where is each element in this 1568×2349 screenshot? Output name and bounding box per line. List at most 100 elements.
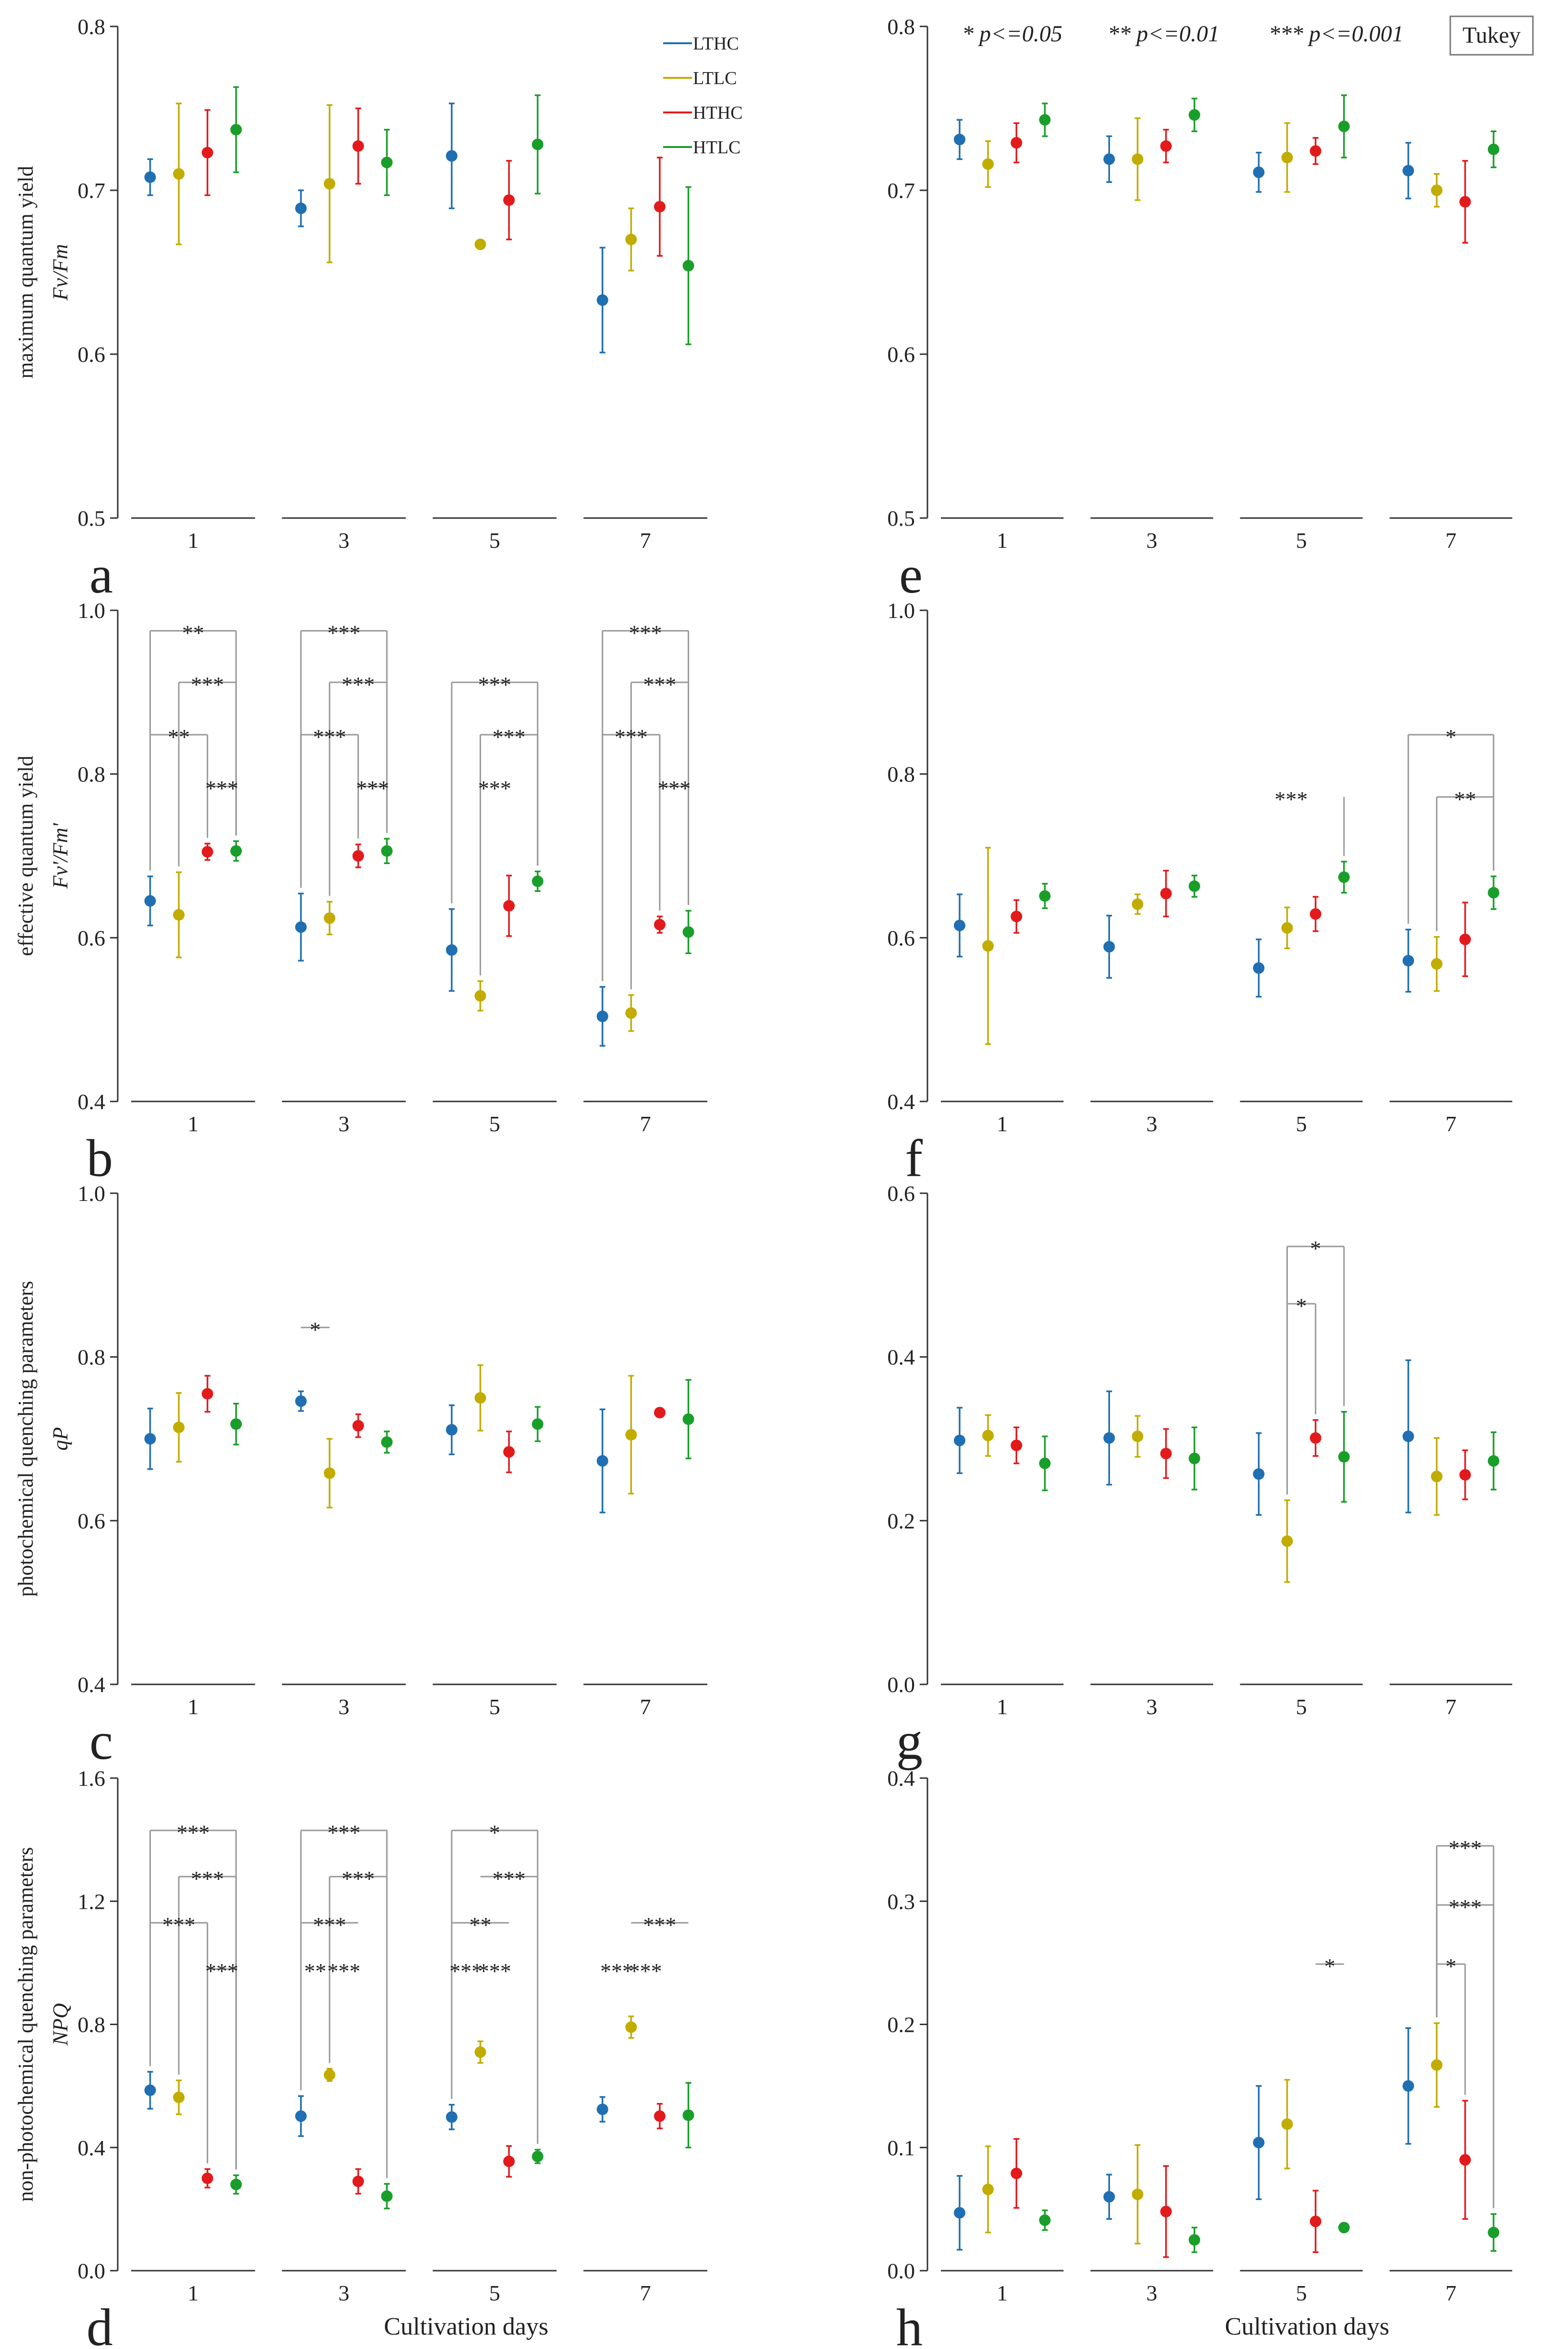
legend: LTHC LTLC HTHC HTLC [663,34,742,158]
x-tick-label: 3 [338,2281,349,2305]
significance-bracket: *** [449,1959,482,1983]
data-point-htlc [1039,2214,1051,2226]
x-tick-label: 3 [1146,1112,1157,1136]
x-tick-label: 1 [997,1694,1008,1719]
x-tick-label: 1 [187,1112,198,1136]
y-axis-label: non-photochemical quenching parameters [14,1847,37,2202]
y-tick-label: 0.3 [888,1889,915,1914]
data-point-htlc [531,2151,543,2163]
y-tick-label: 0.0 [888,1672,915,1697]
significance-label: *** [191,1867,224,1891]
y-tick-label: 0.0 [78,2259,106,2283]
data-point-htlc [381,2190,393,2202]
significance-bracket: *** [478,776,511,801]
tukey-label: Tukey [1463,23,1521,48]
significance-bracket: *** [1274,787,1345,856]
significance-label: ** [304,1959,326,1983]
significance-bracket: *** [631,1913,689,1937]
significance-bracket: *** [300,725,359,888]
sig-note-p01: ** p<=0.01 [1108,21,1220,47]
y-tick-label: 1.0 [888,598,915,623]
data-point-hthc [1459,2154,1471,2166]
panel-letter: g [896,1712,923,1770]
data-point-lthc [953,2207,965,2219]
data-point-hthc [1011,1439,1023,1451]
data-point-hthc [352,140,364,152]
data-point-hthc [1459,196,1471,208]
significance-bracket: *** [451,672,539,903]
panel-letter: h [896,2298,923,2349]
x-tick-label: 1 [187,2281,198,2305]
data-point-htlc [230,1418,242,1430]
significance-label: *** [327,1820,360,1845]
data-point-htlc [1338,2222,1350,2234]
y-tick-label: 0.8 [78,2013,106,2037]
x-tick-label: 1 [187,528,198,553]
significance-bracket: *** [329,672,388,896]
significance-label: *** [342,672,375,697]
data-point-ltlc [1431,2059,1443,2071]
significance-label: *** [643,1913,676,1937]
significance-label: ** [182,621,204,645]
significance-bracket: ** [451,1913,509,1937]
data-point-lthc [144,171,156,183]
data-point-ltlc [1132,898,1144,910]
data-point-lthc [1253,1468,1265,1480]
legend-label: LTLC [693,68,737,88]
data-point-lthc [144,1433,156,1445]
data-point-htlc [381,157,393,169]
data-point-lthc [1103,153,1115,165]
y-tick-label: 0.6 [78,926,106,950]
data-point-lthc [596,294,608,306]
panel-letter: c [89,1712,113,1770]
significance-label: *** [600,1959,633,1983]
data-point-lthc [1103,1432,1115,1444]
data-point-htlc [682,2109,694,2121]
x-tick-label: 5 [1296,1694,1307,1719]
data-point-hthc [654,1407,666,1419]
y-tick-label: 0.6 [888,926,915,950]
y-tick-label: 0.4 [78,1672,106,1697]
data-point-lthc [144,2084,156,2096]
data-point-htlc [682,260,694,272]
data-point-htlc [1039,1458,1051,1470]
data-point-htlc [1488,2226,1500,2238]
significance-note: * p<=0.05 ** p<=0.01 *** p<=0.001 Tukey [962,15,1534,56]
data-point-lthc [1402,2080,1414,2092]
data-point-htlc [1188,2234,1200,2246]
significance-label: *** [1448,1836,1482,1860]
panel-letter: e [899,545,923,604]
data-point-htlc [1188,1452,1200,1464]
y-axis-label: effective quantum yield [14,755,37,956]
x-tick-label: 3 [338,1694,349,1719]
significance-bracket: *** [480,1867,538,1891]
significance-bracket: *** [478,1959,511,1983]
data-point-lthc [953,1434,965,1446]
significance-label: *** [478,672,511,697]
panel-e: 0.5 0.6 0.7 0.8 1 3 5 7 e [888,14,1512,604]
x-tick-label: 7 [1445,1694,1457,1719]
significance-label: * [1445,1954,1457,1978]
y-tick-label: 1.0 [78,1181,106,1206]
data-point-lthc [1402,955,1414,967]
sig-note-p05: * p<=0.05 [962,21,1062,47]
data-point-hthc [503,194,515,206]
x-tick-label: 7 [1445,1112,1457,1136]
y-tick-label: 0.4 [888,1766,915,1791]
y-axis-variable: NPQ [49,2003,72,2046]
data-point-ltlc [474,238,486,250]
significance-label: *** [162,1913,196,1937]
y-axis-variable: Fv/Fm [49,244,72,301]
data-point-ltlc [1281,151,1293,163]
panel-b: 0.4 0.6 0.8 1.0 1 3 5 7 b effective quantum yield… [14,598,707,1187]
significance-label: * [1296,1294,1307,1318]
data-point-htlc [1488,1455,1500,1467]
y-axis-label: photochemical quenching parameters [14,1281,37,1596]
significance-label: *** [313,725,346,749]
data-point-htlc [230,845,242,857]
data-point-ltlc [173,168,185,180]
data-point-hthc [1011,911,1023,923]
y-tick-label: 0.8 [888,14,915,39]
data-point-lthc [1402,165,1414,177]
data-point-lthc [295,1395,307,1407]
